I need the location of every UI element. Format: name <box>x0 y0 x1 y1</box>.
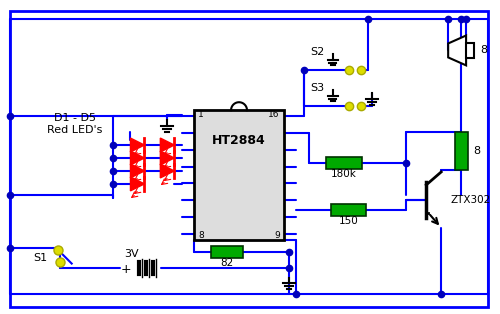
Bar <box>211 246 243 257</box>
Polygon shape <box>130 138 144 152</box>
Polygon shape <box>160 138 174 152</box>
Text: 8: 8 <box>480 46 487 56</box>
Text: S3: S3 <box>310 83 325 93</box>
Text: D1 - D5: D1 - D5 <box>54 113 96 123</box>
Text: 82: 82 <box>220 257 234 268</box>
Bar <box>454 132 468 170</box>
Bar <box>330 204 366 216</box>
Polygon shape <box>130 177 144 191</box>
Text: S2: S2 <box>310 47 325 57</box>
Bar <box>326 157 362 169</box>
Text: 8: 8 <box>473 146 480 156</box>
Text: 8: 8 <box>198 231 204 240</box>
Polygon shape <box>130 151 144 165</box>
Text: 16: 16 <box>268 110 280 119</box>
Bar <box>194 110 284 240</box>
Text: +: + <box>120 263 131 276</box>
Text: 180k: 180k <box>330 169 356 179</box>
Text: 150: 150 <box>338 216 358 226</box>
Text: HT2884: HT2884 <box>212 133 266 147</box>
Text: Red LED's: Red LED's <box>47 125 102 135</box>
Text: S1: S1 <box>33 252 47 263</box>
Text: 1: 1 <box>198 110 204 119</box>
Polygon shape <box>160 151 174 165</box>
Text: ZTX302: ZTX302 <box>450 195 490 205</box>
Bar <box>466 43 474 58</box>
Polygon shape <box>130 164 144 178</box>
Text: 9: 9 <box>274 231 280 240</box>
Polygon shape <box>448 35 466 65</box>
Text: 3V: 3V <box>124 249 139 259</box>
Polygon shape <box>160 164 174 178</box>
